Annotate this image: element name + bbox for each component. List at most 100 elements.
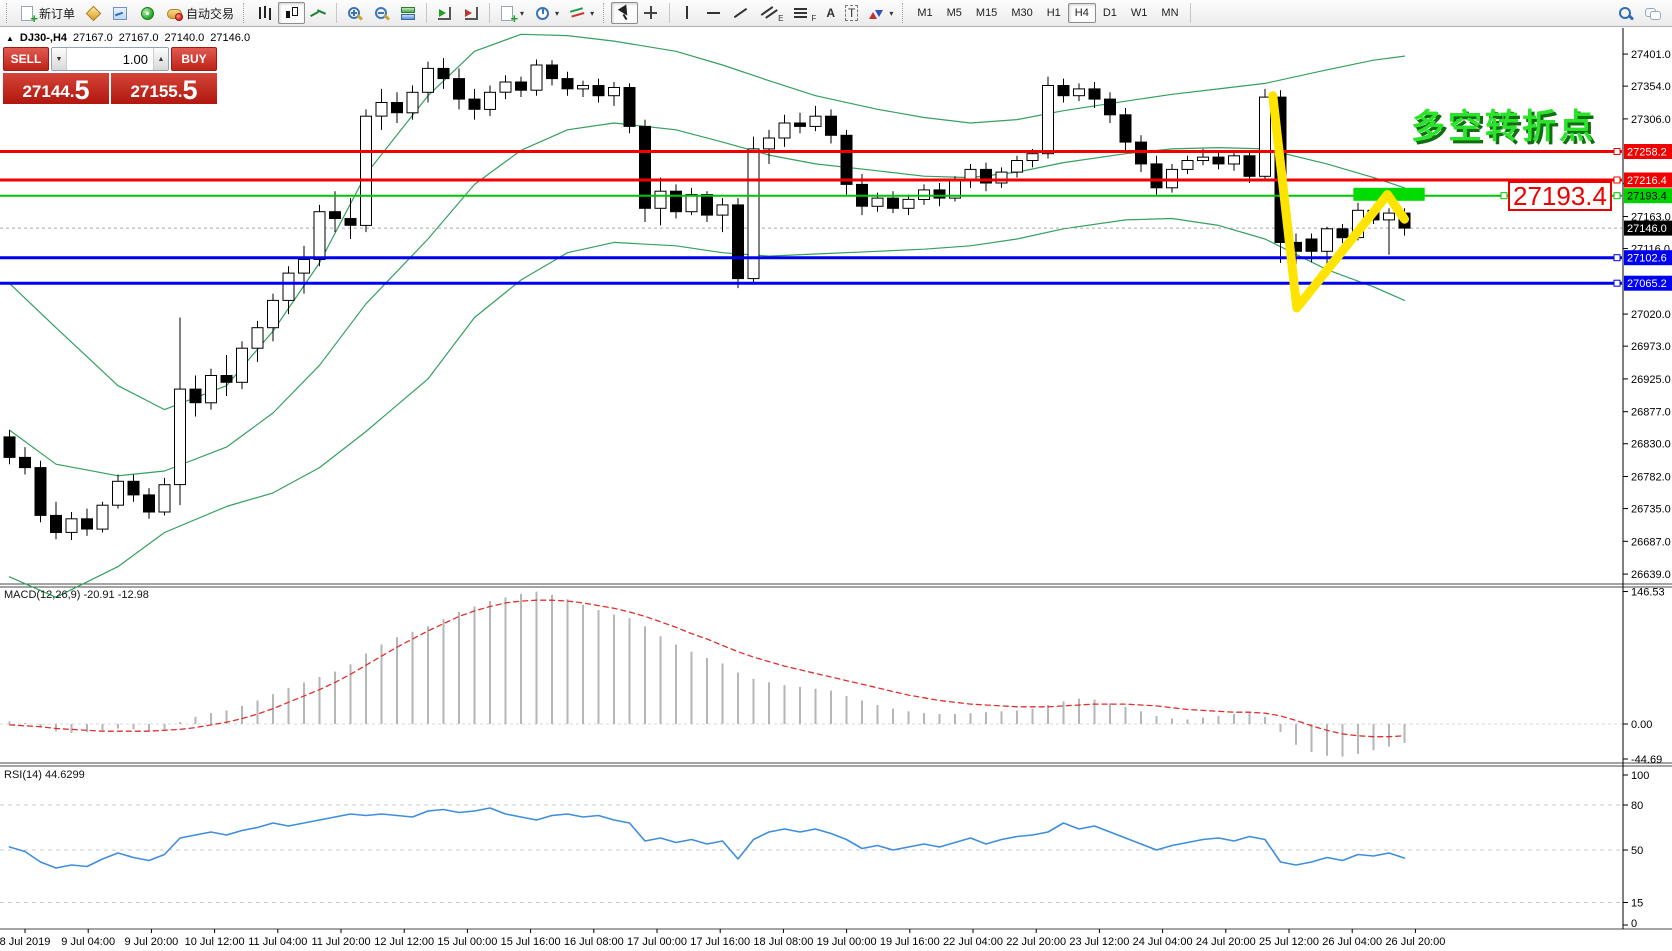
- horizontal-line-icon: [706, 5, 723, 21]
- candles-icon: [283, 5, 300, 21]
- timeframe-h1[interactable]: H1: [1040, 3, 1068, 23]
- timeframe-m30[interactable]: M30: [1004, 3, 1039, 23]
- zoom-out-button[interactable]: [368, 2, 395, 24]
- timeframe-m30-label: M30: [1011, 7, 1033, 19]
- svg-text:26877.0: 26877.0: [1631, 407, 1671, 419]
- search-button[interactable]: [1612, 2, 1639, 24]
- channel-icon: [760, 5, 777, 21]
- vertical-line-button[interactable]: [674, 2, 701, 24]
- chevron-down-icon: ▾: [520, 8, 525, 18]
- timeframe-m15-label: M15: [975, 7, 998, 19]
- horizontal-line-button[interactable]: [701, 2, 728, 24]
- svg-text:23 Jul 12:00: 23 Jul 12:00: [1069, 936, 1129, 948]
- periods-button[interactable]: ▾: [529, 2, 564, 24]
- sell-button[interactable]: SELL: [3, 47, 49, 71]
- volume-decrease-button[interactable]: ▼: [52, 48, 67, 70]
- buy-price-point: .: [177, 82, 183, 101]
- price-axis[interactable]: [1623, 28, 1672, 929]
- auto-scroll-button[interactable]: [458, 2, 485, 24]
- equidistant-channel-button[interactable]: E: [755, 2, 788, 24]
- ohlc-high: 27167.0: [118, 32, 159, 44]
- svg-text:19 Jul 00:00: 19 Jul 00:00: [817, 936, 877, 948]
- svg-text:9 Jul 04:00: 9 Jul 04:00: [61, 936, 115, 948]
- zoom-out-icon: [373, 5, 390, 21]
- ohlc-bars-button[interactable]: [251, 2, 278, 24]
- buy-price-panel[interactable]: 27155. 5: [111, 73, 217, 104]
- tile-windows-button[interactable]: [395, 2, 422, 24]
- vertical-line-icon: [679, 5, 696, 21]
- line-chart-button[interactable]: [305, 2, 332, 24]
- timeframe-m5[interactable]: M5: [940, 3, 969, 23]
- candles-button[interactable]: [278, 2, 306, 24]
- indicators-button[interactable]: ▾: [564, 2, 599, 24]
- buy-button[interactable]: BUY: [171, 47, 217, 71]
- svg-text:24 Jul 04:00: 24 Jul 04:00: [1133, 936, 1193, 948]
- svg-text:-44.69: -44.69: [1631, 754, 1662, 766]
- timeframe-d1[interactable]: D1: [1096, 3, 1124, 23]
- zoom-in-button[interactable]: [341, 2, 368, 24]
- auto-scroll-icon: [463, 5, 480, 21]
- trendline-button[interactable]: [728, 2, 755, 24]
- text-label-button[interactable]: T: [840, 2, 863, 24]
- text-button[interactable]: A: [821, 2, 840, 24]
- timeframe-m1-label: M1: [917, 7, 933, 19]
- crosshair-button[interactable]: [638, 2, 665, 24]
- indicators-icon: [569, 5, 586, 21]
- auto-trading-button-label: 自动交易: [186, 6, 235, 21]
- svg-text:0.00: 0.00: [1631, 719, 1652, 731]
- charts-window-button[interactable]: [107, 2, 134, 24]
- timeframe-m15[interactable]: M15: [969, 3, 1004, 23]
- ohlc-low: 27140.0: [164, 32, 205, 44]
- svg-text:80: 80: [1631, 800, 1643, 812]
- symbol-period: DJ30-,H4: [19, 32, 67, 44]
- new-chart-button[interactable]: ▾: [494, 2, 529, 25]
- svg-text:26973.0: 26973.0: [1631, 341, 1671, 353]
- chat-button[interactable]: [1639, 2, 1666, 24]
- chart-shift-button[interactable]: [431, 2, 458, 24]
- metaquotes-button[interactable]: [80, 2, 107, 24]
- timeframe-h4[interactable]: H4: [1067, 3, 1096, 23]
- arrows-button[interactable]: ▾: [863, 2, 898, 24]
- svg-text:12 Jul 12:00: 12 Jul 12:00: [374, 936, 434, 948]
- equidistant-channel-button-sub: E: [778, 14, 784, 23]
- cursor-button[interactable]: [611, 2, 639, 24]
- svg-text:9 Jul 20:00: 9 Jul 20:00: [124, 936, 178, 948]
- chart-title: ▲ DJ30-,H4 27167.0 27167.0 27140.0 27146…: [6, 32, 250, 44]
- volume-increase-button[interactable]: ▲: [153, 48, 168, 70]
- volume-input[interactable]: [67, 48, 153, 70]
- zoom-in-icon: [346, 5, 363, 21]
- sep: [1189, 3, 1191, 23]
- gold-gem-icon: [85, 5, 102, 21]
- new-order-button[interactable]: 新订单: [14, 2, 80, 25]
- cursor-icon: [616, 5, 633, 21]
- fibonacci-icon: [793, 5, 810, 21]
- chat-icon: [1644, 5, 1661, 21]
- svg-text:10 Jul 12:00: 10 Jul 12:00: [185, 936, 245, 948]
- price-callout-box: 27193.4: [1508, 181, 1612, 211]
- ohlc-open: 27167.0: [73, 32, 113, 44]
- signal-icon: [139, 5, 156, 21]
- svg-text:22 Jul 04:00: 22 Jul 04:00: [943, 936, 1003, 948]
- signals-button[interactable]: [134, 2, 161, 24]
- sep: [426, 3, 428, 23]
- sell-price-panel[interactable]: 27144. 5: [3, 73, 109, 104]
- svg-text:26925.0: 26925.0: [1631, 374, 1671, 386]
- chevron-down-icon: ▾: [555, 8, 560, 18]
- timeframe-h4-label: H4: [1074, 7, 1089, 19]
- timeframe-mn-label: MN: [1161, 7, 1179, 19]
- time-axis[interactable]: [0, 930, 1623, 951]
- svg-text:0: 0: [1631, 918, 1637, 930]
- fibonacci-button[interactable]: F: [788, 2, 821, 24]
- timeframe-m1[interactable]: M1: [910, 3, 939, 23]
- collapse-icon[interactable]: ▲: [6, 33, 14, 43]
- timeframe-h1-label: H1: [1046, 7, 1061, 19]
- timeframe-w1[interactable]: W1: [1124, 3, 1155, 23]
- svg-text:8 Jul 2019: 8 Jul 2019: [0, 936, 50, 948]
- svg-text:11 Jul 04:00: 11 Jul 04:00: [248, 936, 307, 948]
- sep: [669, 3, 671, 23]
- turning-point-annotation: 多空转折点: [1411, 108, 1596, 146]
- timeframe-mn[interactable]: MN: [1154, 3, 1185, 23]
- auto-trading-button[interactable]: 自动交易: [161, 2, 239, 24]
- grip: [243, 3, 247, 23]
